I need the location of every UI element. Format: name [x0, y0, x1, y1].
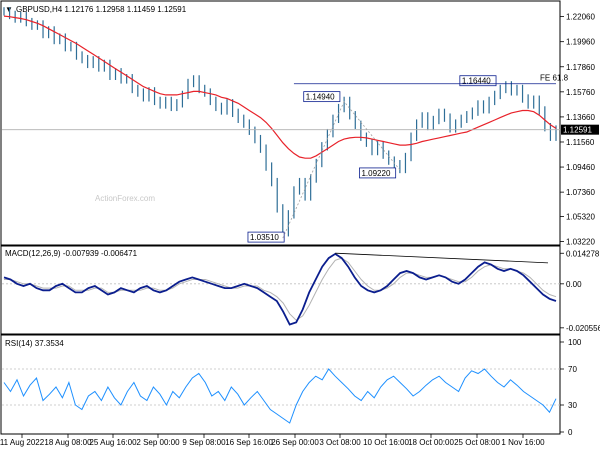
- watermark: ActionForex.com: [95, 194, 155, 203]
- rsi-y-tick-label: 70: [568, 365, 577, 374]
- price-y-tick-label: 1.05320: [566, 212, 595, 221]
- price-y-tick-label: 1.15760: [566, 88, 595, 97]
- x-tick-label: 11 Aug 2022: [0, 438, 45, 447]
- low-annotation-label: 1.03510: [250, 233, 279, 242]
- macd-line: [3, 252, 557, 326]
- x-tick-label: 2 Sep 00:00: [136, 438, 180, 447]
- symbol-info: GBPUSD,H4 1.12176 1.12958 1.11459 1.1259…: [16, 5, 187, 14]
- macd-y-tick-label: 0.00: [566, 280, 582, 289]
- macd-divergence-line: [335, 252, 549, 264]
- second-low-annotation-label-box: [359, 167, 397, 179]
- macd-panel-frame: [0, 245, 561, 335]
- x-tick-label: 16 Sep 16:00: [225, 438, 273, 447]
- current-price-tag: [561, 124, 599, 135]
- high-annotation-label: 1.14940: [306, 93, 335, 102]
- x-tick-label: 9 Sep 08:00: [182, 438, 226, 447]
- macd-signal-line: [4, 257, 557, 321]
- swing-connector: [282, 100, 401, 239]
- second-high-annotation-label: 1.16440: [462, 77, 491, 86]
- price-y-tick-label: 1.22060: [566, 13, 595, 22]
- x-tick-label: 25 Oct 08:00: [454, 438, 500, 447]
- price-y-tick-label: 1.11560: [566, 138, 595, 147]
- price-y-tick-label: 1.19960: [566, 38, 595, 47]
- low-annotation-label-box: [247, 231, 285, 243]
- current-price-label: 1.12591: [563, 126, 592, 135]
- rsi-y-tick-label: 30: [568, 401, 577, 410]
- x-tick-label: 26 Sep 00:00: [271, 438, 319, 447]
- x-tick-label: 10 Oct 16:00: [363, 438, 409, 447]
- macd-layer: 0.014278 0.00 -0.020556: [2, 249, 600, 333]
- price-y-tick-label: 1.13660: [566, 113, 595, 122]
- price-y-tick-label: 1.17860: [566, 63, 595, 72]
- moving-average-line: [3, 15, 557, 159]
- x-tick-label: 1 Nov 16:00: [501, 438, 545, 447]
- rsi-line: [3, 368, 557, 424]
- high-annotation-label-box: [303, 91, 341, 103]
- rsi-panel-frame: [0, 334, 561, 435]
- rsi-layer: 100 70 30 0: [2, 338, 582, 437]
- x-tick-label: 3 Oct 08:00: [319, 438, 361, 447]
- macd-y-tick-label: 0.014278: [566, 249, 600, 258]
- x-tick-label: 25 Aug 16:00: [89, 438, 137, 447]
- fe-level-label: FE 61.8: [540, 74, 569, 83]
- macd-title: MACD(12,26,9) -0.007939 -0.006471: [5, 249, 138, 258]
- second-high-annotation-label-box: [459, 75, 497, 87]
- price-y-tick-label: 1.09460: [566, 163, 595, 172]
- header-triangle-icon: ▼: [5, 5, 13, 14]
- rsi-title: RSI(14) 37.3534: [5, 339, 64, 348]
- x-tick-label: 18 Oct 00:00: [408, 438, 454, 447]
- second-low-annotation-label: 1.09220: [361, 169, 390, 178]
- price-y-tick-label: 1.03220: [566, 238, 595, 247]
- rsi-y-tick-label: 100: [568, 338, 582, 347]
- price-panel-frame: [0, 0, 561, 246]
- rsi-y-tick-label: 0: [568, 428, 573, 437]
- macd-y-tick-label: -0.020556: [566, 324, 600, 333]
- price-layer: 1.12591 1.22060 1.19960 1.17860 1.15760 1.136…: [2, 7, 599, 247]
- x-tick-label: 18 Aug 08:00: [44, 438, 92, 447]
- price-y-tick-label: 1.07360: [566, 188, 595, 197]
